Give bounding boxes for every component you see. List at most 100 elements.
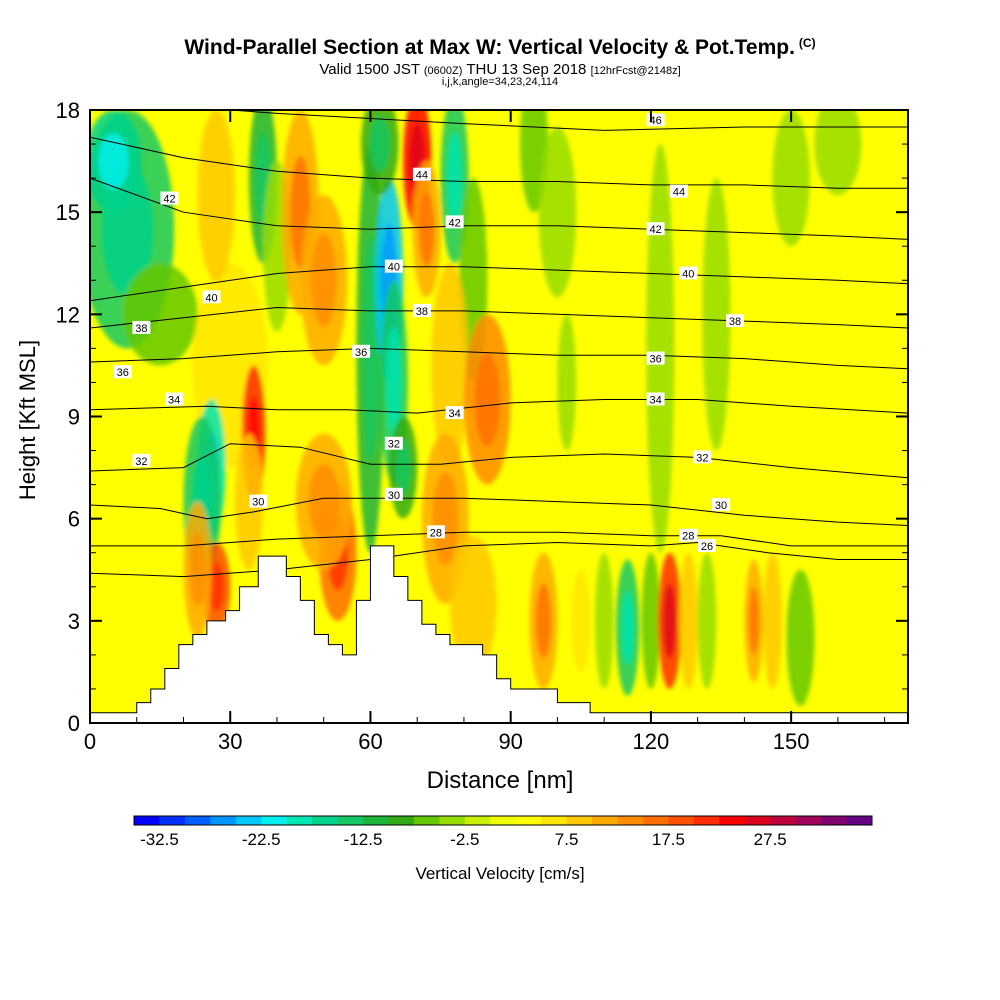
colorbar-swatch	[464, 816, 491, 825]
valid-utc: (0600Z)	[423, 65, 463, 77]
colorbar-swatch	[184, 816, 211, 825]
contour-label: 36	[646, 351, 665, 366]
colorbar-swatch	[235, 816, 262, 825]
isentrope-46	[223, 110, 908, 131]
contour-label-text: 34	[649, 394, 661, 406]
y-tick-label: 3	[68, 609, 80, 634]
colorbar-swatch	[617, 816, 644, 825]
colorbar-swatch	[846, 816, 873, 825]
colorbar-swatch	[821, 816, 848, 825]
contour-label-text: 32	[388, 439, 400, 451]
contour-label-text: 38	[416, 306, 428, 318]
section-indices: i,j,k,angle=34,23,24,114	[441, 76, 559, 88]
colorbar-swatch	[337, 816, 364, 825]
contour-label: 38	[132, 320, 151, 335]
colorbar-swatch	[541, 816, 568, 825]
isentrope-40	[90, 266, 908, 302]
isentrope-38	[90, 306, 908, 329]
colorbar-swatch	[363, 816, 389, 825]
contour-label-text: 38	[135, 323, 147, 335]
isentrope-28	[90, 531, 908, 547]
contour-label: 44	[669, 184, 688, 199]
colorbar-tick-label: -2.5	[450, 830, 479, 849]
velocity-cell	[538, 127, 577, 298]
x-tick-label: 60	[358, 729, 382, 754]
colorbar-swatch	[642, 816, 669, 825]
isentrope-26	[90, 541, 908, 578]
colorbar-swatch	[668, 816, 695, 825]
y-tick-label: 6	[68, 507, 80, 532]
contour-label-text: 30	[715, 500, 727, 512]
contour-label: 30	[712, 498, 731, 512]
contour-label-text: 40	[205, 292, 217, 304]
velocity-cell	[197, 110, 235, 281]
velocity-cell-core	[418, 191, 435, 267]
contour-label: 34	[165, 392, 184, 406]
contour-label-text: 28	[682, 531, 694, 543]
velocity-cell-core	[97, 132, 129, 190]
chart-title-text: Wind-Parallel Section at Max W: Vertical…	[184, 36, 795, 59]
y-tick-label: 12	[56, 302, 80, 327]
isentrope-36	[90, 347, 908, 370]
contour-label-text: 36	[649, 354, 661, 366]
contour-label: 36	[352, 344, 371, 359]
contour-label: 40	[202, 290, 221, 304]
valid-prefix: Valid 1500 JST	[319, 61, 420, 78]
velocity-cell	[557, 314, 577, 451]
velocity-cell	[697, 552, 717, 689]
contour-label-text: 38	[729, 316, 741, 328]
x-axis-label: Distance [nm]	[426, 767, 574, 794]
velocity-cell	[641, 552, 661, 689]
velocity-cell-core	[395, 439, 411, 496]
contour-label: 38	[412, 303, 431, 318]
contour-label: 40	[679, 266, 698, 280]
contour-label-text: 28	[430, 527, 442, 539]
contour-label-text: 44	[673, 187, 685, 199]
velocity-cell-core	[663, 583, 677, 659]
velocity-cell	[763, 552, 782, 689]
y-tick-label: 18	[56, 98, 80, 123]
contour-label: 34	[445, 406, 464, 420]
contour-label: 32	[384, 436, 403, 451]
isentrope-32	[90, 443, 908, 479]
valid-date: THU 13 Sep 2018	[466, 61, 587, 78]
y-axis-label: Height [Kft MSL]	[15, 339, 40, 501]
contour-label-text: 40	[388, 262, 400, 274]
velocity-cell-core	[621, 590, 634, 666]
colorbar-swatch	[490, 816, 517, 825]
isentrope-44	[90, 136, 908, 189]
contour-label-text: 34	[448, 408, 460, 420]
contour-label: 42	[646, 222, 665, 236]
contour-label-text: 36	[117, 367, 129, 379]
colorbar-tick-label: 7.5	[555, 830, 579, 849]
velocity-cell-core	[432, 471, 459, 566]
terrain	[90, 545, 908, 723]
colorbar-swatch	[388, 816, 415, 825]
x-tick-label: 30	[218, 729, 242, 754]
colorbar-swatch	[439, 816, 466, 825]
colorbar-swatch	[795, 816, 822, 825]
colorbar-tick-label: -12.5	[344, 830, 383, 849]
velocity-cell	[594, 552, 614, 689]
contour-label-text: 36	[355, 347, 367, 359]
colorbar-swatch	[566, 816, 593, 825]
colorbar-swatch	[413, 816, 440, 825]
x-tick-label: 150	[773, 729, 810, 754]
velocity-cell	[122, 263, 198, 366]
velocity-cell	[571, 569, 591, 672]
velocity-cell-core	[189, 532, 206, 608]
colorbar-swatch	[770, 816, 797, 825]
velocity-cell-core	[308, 464, 340, 540]
colorbar-tick-label: 17.5	[652, 830, 685, 849]
velocity-cell-core	[748, 587, 759, 655]
colorbar-swatch	[693, 816, 720, 825]
contour-label-text: 40	[682, 268, 694, 280]
contour-label: 44	[412, 167, 431, 182]
velocity-field	[90, 110, 908, 723]
velocity-cell	[786, 569, 815, 706]
chart-title: Wind-Parallel Section at Max W: Vertical…	[0, 36, 1000, 60]
colorbar-tick-label: 27.5	[754, 830, 787, 849]
isentrope-34	[90, 399, 908, 414]
contour-label: 30	[249, 494, 268, 509]
